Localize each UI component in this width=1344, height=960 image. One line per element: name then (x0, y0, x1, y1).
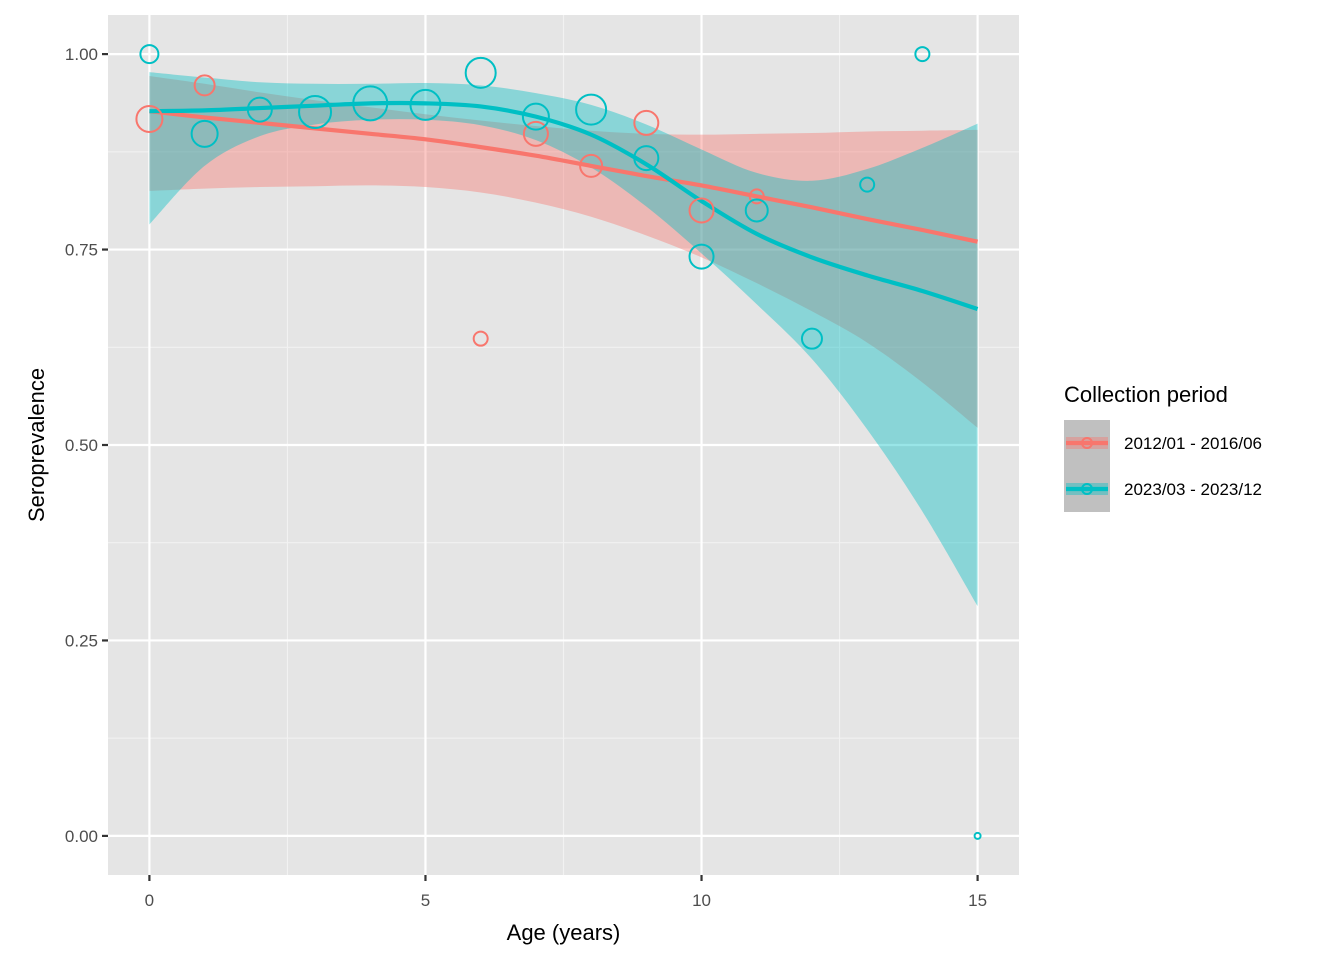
data-point-series-1 (190, 119, 219, 148)
data-point-series-1 (298, 94, 333, 129)
y-tick-label: 0.75 (65, 241, 98, 260)
data-point-series-1 (859, 176, 876, 193)
data-point-series-1 (800, 327, 823, 350)
data-point-series-1 (139, 44, 160, 65)
data-point-series-0 (748, 188, 765, 205)
y-tick-label: 0.00 (65, 827, 98, 846)
data-point-series-1 (688, 243, 715, 270)
data-point-series-1 (246, 96, 273, 123)
confidence-bands (149, 72, 978, 607)
x-tick-label: 5 (421, 891, 430, 910)
data-point-series-0 (579, 153, 604, 178)
y-tick-label: 0.25 (65, 631, 98, 650)
data-point-series-0 (633, 109, 660, 136)
data-point-series-0 (135, 104, 164, 133)
data-point-series-1 (409, 88, 442, 121)
x-axis: 0 5 10 15 (145, 875, 987, 910)
data-points (135, 44, 982, 840)
data-point-series-1 (744, 198, 769, 223)
x-tick-label: 10 (692, 891, 711, 910)
x-axis-title: Age (years) (507, 920, 621, 945)
y-axis: 0.00 0.25 0.50 0.75 1.00 (65, 45, 108, 846)
confidence-band-0 (149, 75, 978, 428)
legend-label: 2023/03 - 2023/12 (1124, 480, 1262, 499)
data-point-series-1 (575, 93, 608, 126)
data-point-series-1 (973, 831, 982, 840)
smooth-line-0 (149, 109, 979, 244)
y-axis-title: Seroprevalence (24, 368, 49, 522)
grid-major (108, 15, 1019, 875)
legend-point-swatch (1081, 437, 1093, 449)
data-point-series-1 (521, 102, 550, 131)
legend-point-swatch (1081, 483, 1093, 495)
y-tick-label: 0.50 (65, 436, 98, 455)
smooth-line-1 (149, 100, 979, 311)
x-tick-label: 15 (968, 891, 987, 910)
smooth-lines (149, 100, 979, 311)
confidence-band-1 (149, 72, 978, 607)
data-point-series-1 (464, 56, 497, 89)
legend-key-background (1064, 420, 1110, 512)
data-point-series-0 (193, 74, 216, 97)
legend-item-0: 2012/01 - 2016/06 (1066, 434, 1262, 453)
data-point-series-0 (522, 120, 549, 147)
data-point-series-1 (914, 46, 931, 63)
x-tick-label: 0 (145, 891, 154, 910)
legend-title: Collection period (1064, 382, 1228, 407)
data-point-series-0 (688, 197, 715, 224)
legend: Collection period 2012/01 - 2016/06 2023/… (1064, 382, 1262, 512)
data-point-series-1 (352, 85, 389, 122)
data-point-series-1 (633, 145, 660, 172)
legend-label: 2012/01 - 2016/06 (1124, 434, 1262, 453)
y-tick-label: 1.00 (65, 45, 98, 64)
legend-item-1: 2023/03 - 2023/12 (1066, 480, 1262, 499)
data-point-series-0 (472, 330, 489, 347)
